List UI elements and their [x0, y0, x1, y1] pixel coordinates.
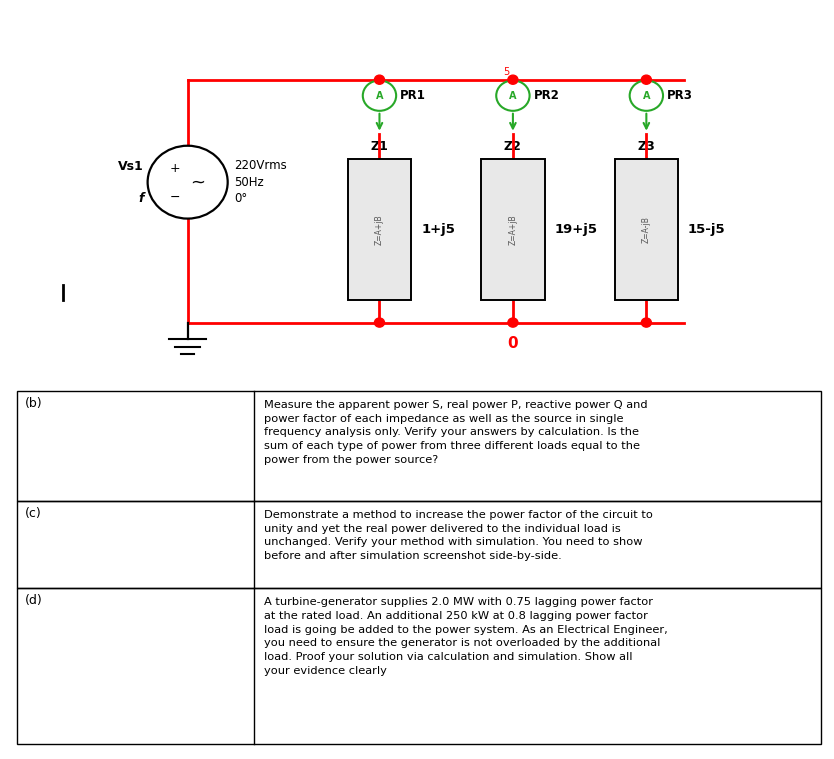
Circle shape [496, 80, 530, 111]
Text: Z=A+jB: Z=A+jB [509, 214, 517, 244]
Text: 0: 0 [508, 336, 518, 351]
Text: before and after simulation screenshot side-by-side.: before and after simulation screenshot s… [264, 551, 562, 561]
Text: +: + [170, 162, 180, 175]
Circle shape [508, 75, 518, 84]
Text: unchanged. Verify your method with simulation. You need to show: unchanged. Verify your method with simul… [264, 537, 643, 547]
Text: Z3: Z3 [637, 140, 656, 153]
Text: ~: ~ [190, 173, 205, 191]
Text: (b): (b) [25, 397, 43, 410]
Bar [348, 159, 411, 300]
Text: Vs1: Vs1 [118, 160, 143, 174]
Text: 5: 5 [503, 68, 510, 77]
Text: −: − [170, 191, 180, 204]
Text: 50Hz: 50Hz [234, 175, 264, 189]
Text: you need to ensure the generator is not overloaded by the additional: you need to ensure the generator is not … [264, 638, 661, 648]
Text: power from the power source?: power from the power source? [264, 455, 439, 465]
Circle shape [508, 318, 518, 327]
Text: load. Proof your solution via calculation and simulation. Show all: load. Proof your solution via calculatio… [264, 652, 633, 662]
Circle shape [641, 318, 651, 327]
Text: PR3: PR3 [667, 89, 693, 102]
Text: 220Vrms: 220Vrms [234, 159, 287, 172]
Text: Z=A+jB: Z=A+jB [375, 214, 384, 244]
Text: 19+j5: 19+j5 [555, 222, 598, 236]
Text: A: A [643, 90, 650, 101]
Bar [17, 588, 821, 744]
Text: A: A [376, 90, 383, 101]
Text: f: f [138, 192, 143, 206]
Text: your evidence clearly: your evidence clearly [264, 666, 387, 676]
Bar [615, 159, 678, 300]
Text: PR2: PR2 [534, 89, 560, 102]
Text: at the rated load. An additional 250 kW at 0.8 lagging power factor: at the rated load. An additional 250 kW … [264, 611, 648, 621]
Text: frequency analysis only. Verify your answers by calculation. Is the: frequency analysis only. Verify your ans… [264, 427, 640, 437]
Text: unity and yet the real power delivered to the individual load is: unity and yet the real power delivered t… [264, 524, 621, 534]
Bar [481, 159, 545, 300]
Text: Z=A-jB: Z=A-jB [642, 216, 651, 243]
Text: Z2: Z2 [504, 140, 522, 153]
Text: 0°: 0° [234, 192, 248, 206]
Text: Measure the apparent power S, real power P, reactive power Q and: Measure the apparent power S, real power… [264, 400, 648, 410]
Text: A: A [510, 90, 516, 101]
Circle shape [630, 80, 663, 111]
Text: (c): (c) [25, 507, 42, 520]
Text: 1+j5: 1+j5 [421, 222, 455, 236]
Circle shape [641, 75, 651, 84]
Text: 15-j5: 15-j5 [688, 222, 726, 236]
Circle shape [374, 318, 384, 327]
Circle shape [148, 146, 228, 219]
Text: load is going be added to the power system. As an Electrical Engineer,: load is going be added to the power syst… [264, 625, 668, 635]
Text: PR1: PR1 [400, 89, 426, 102]
Bar [17, 501, 821, 588]
Text: A turbine-generator supplies 2.0 MW with 0.75 lagging power factor: A turbine-generator supplies 2.0 MW with… [264, 597, 653, 607]
Text: Demonstrate a method to increase the power factor of the circuit to: Demonstrate a method to increase the pow… [264, 510, 653, 520]
Text: (d): (d) [25, 594, 43, 607]
Circle shape [363, 80, 396, 111]
Text: Z1: Z1 [370, 140, 389, 153]
Text: sum of each type of power from three different loads equal to the: sum of each type of power from three dif… [264, 441, 641, 451]
Bar [17, 391, 821, 501]
Circle shape [374, 75, 384, 84]
Text: power factor of each impedance as well as the source in single: power factor of each impedance as well a… [264, 414, 624, 424]
